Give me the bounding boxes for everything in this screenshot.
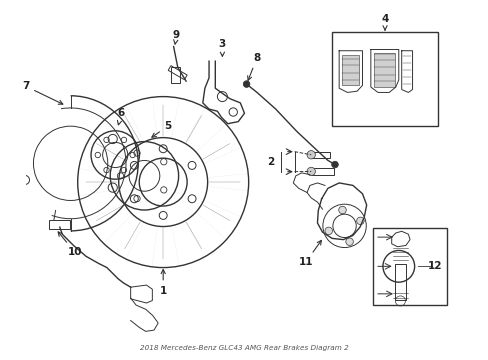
Bar xyxy=(372,228,446,305)
Circle shape xyxy=(325,227,332,235)
Text: 3: 3 xyxy=(218,40,225,56)
Bar xyxy=(310,168,333,175)
Circle shape xyxy=(306,167,315,176)
Text: 10: 10 xyxy=(58,232,82,257)
Circle shape xyxy=(356,217,364,225)
Bar xyxy=(168,66,187,80)
Text: 8: 8 xyxy=(247,53,260,80)
Circle shape xyxy=(338,206,346,214)
Circle shape xyxy=(331,161,338,168)
Circle shape xyxy=(345,238,353,246)
Text: 2018 Mercedes-Benz GLC43 AMG Rear Brakes Diagram 2: 2018 Mercedes-Benz GLC43 AMG Rear Brakes… xyxy=(140,345,348,351)
Bar xyxy=(310,152,329,158)
Bar xyxy=(341,55,359,85)
Bar xyxy=(170,67,180,83)
Text: 7: 7 xyxy=(22,81,62,104)
Bar xyxy=(48,220,70,229)
Circle shape xyxy=(306,150,315,159)
Text: 4: 4 xyxy=(381,14,388,30)
Bar xyxy=(331,32,438,126)
Bar xyxy=(373,53,395,87)
Bar xyxy=(394,264,406,300)
Text: 11: 11 xyxy=(298,240,321,267)
Circle shape xyxy=(243,81,249,87)
Text: 1: 1 xyxy=(159,270,166,296)
Text: 12: 12 xyxy=(427,261,442,271)
Text: 6: 6 xyxy=(117,108,125,125)
Text: 5: 5 xyxy=(152,121,171,137)
Text: 9: 9 xyxy=(173,30,180,44)
Text: 2: 2 xyxy=(266,157,274,167)
